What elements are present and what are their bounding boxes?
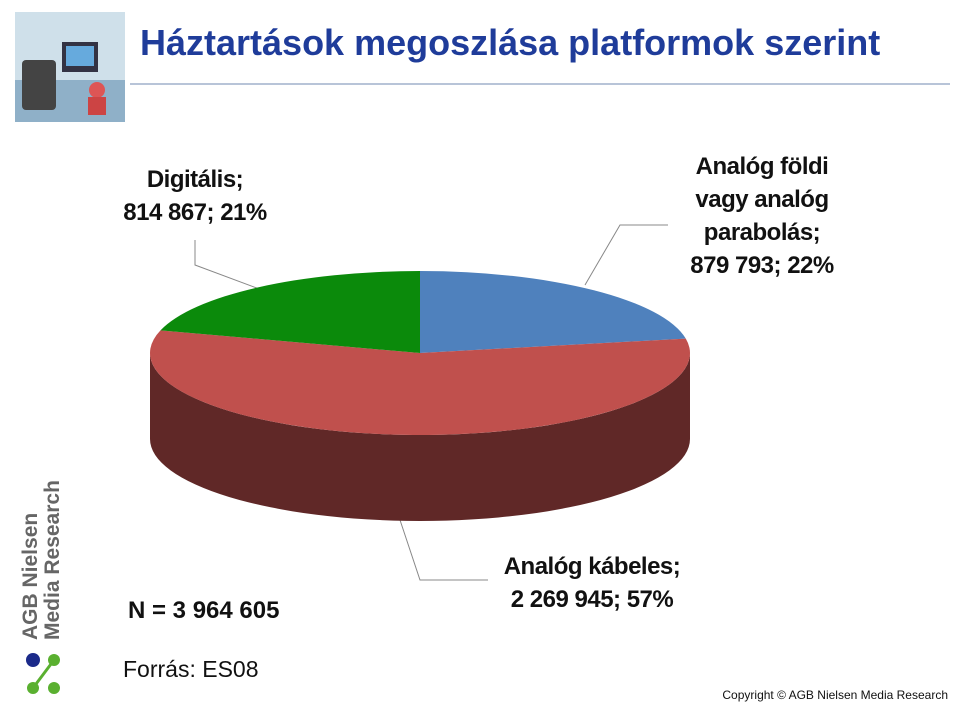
sample-size: N = 3 964 605	[128, 597, 280, 624]
leader-lines	[194, 224, 668, 581]
title: Háztartások megoszlása platformok szerin…	[140, 22, 881, 63]
tv-icon	[15, 12, 125, 122]
value-label: 2 269 945; 57%	[510, 586, 674, 613]
category-label: Analóg földi vagy analóg parabolás;	[695, 153, 829, 246]
data-label: Digitális; 814 867; 21%	[123, 163, 267, 229]
data-label: Analóg földi vagy analóg parabolás; 879 7…	[690, 150, 834, 282]
logo-text: AGB Nielsen Media Research	[19, 480, 64, 640]
slice-side	[150, 353, 690, 521]
category-label: Analóg kábeles;	[503, 553, 681, 580]
data-label: Analóg kábeles; 2 269 945; 57%	[504, 550, 681, 616]
value-label: 879 793; 22%	[690, 252, 834, 279]
value-label: 814 867; 21%	[123, 199, 267, 226]
logo-mark	[26, 653, 60, 694]
copyright: Copyright © AGB Nielsen Media Research	[722, 688, 948, 702]
source: Forrás: ES08	[123, 656, 259, 682]
slice	[420, 271, 686, 353]
slice	[160, 271, 420, 353]
category-label: Digitális;	[146, 166, 244, 193]
slice	[149, 330, 690, 435]
